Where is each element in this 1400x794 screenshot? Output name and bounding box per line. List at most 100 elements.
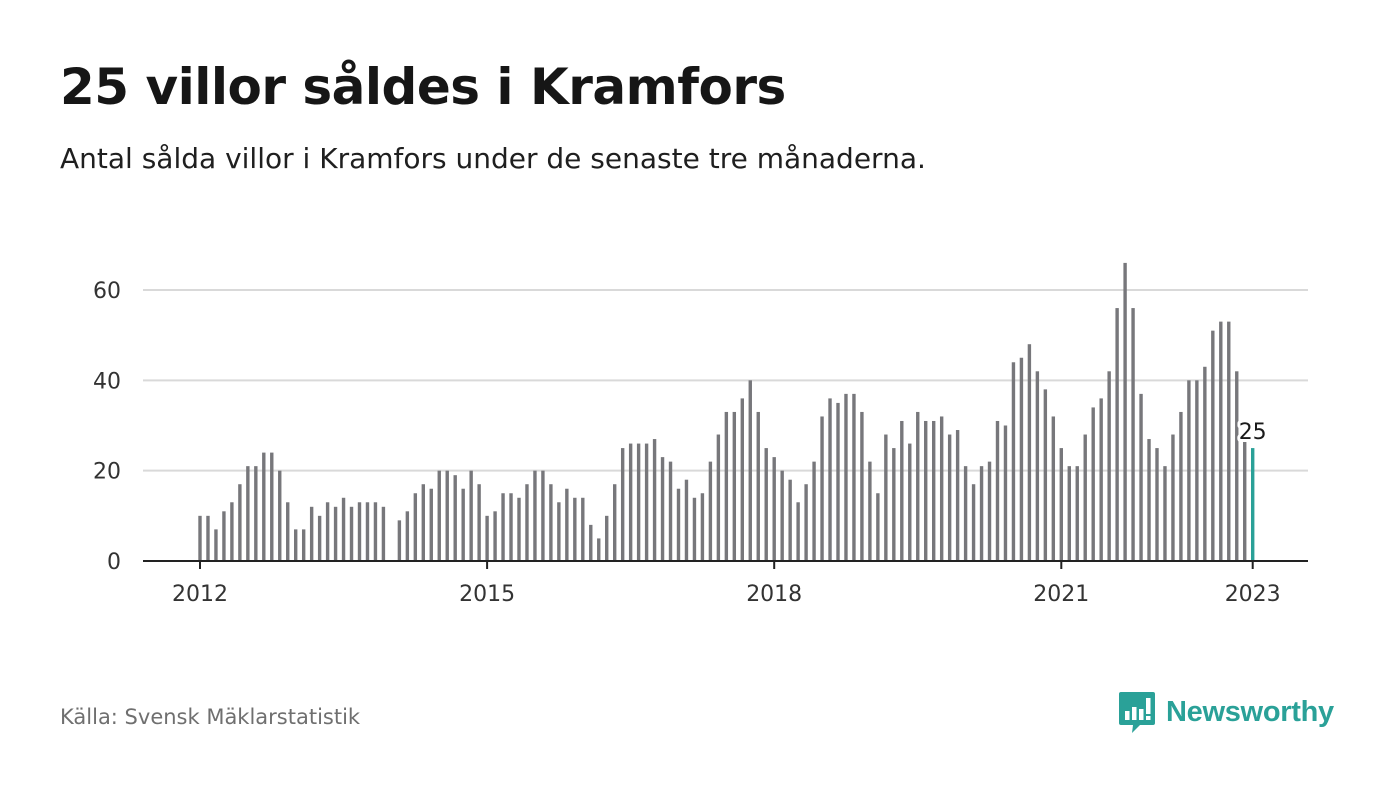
bar	[971, 484, 976, 561]
latest-value-label: 25	[1239, 420, 1267, 445]
bar	[995, 420, 1000, 561]
bar	[286, 502, 290, 561]
bar	[1163, 466, 1167, 561]
bar	[357, 502, 362, 561]
bar	[1203, 366, 1207, 561]
y-tick-label: 40	[93, 369, 121, 394]
bar	[844, 393, 848, 561]
bar	[206, 515, 210, 561]
x-tick-label: 2023	[1225, 582, 1281, 607]
bar	[421, 484, 425, 561]
bar	[716, 434, 721, 561]
bar	[597, 538, 601, 561]
bar	[1107, 371, 1111, 561]
bar	[1155, 448, 1159, 561]
bar	[262, 452, 266, 561]
bar	[373, 502, 378, 561]
bar	[365, 502, 370, 561]
bar	[1027, 344, 1032, 561]
bar	[278, 470, 282, 561]
bar	[916, 411, 920, 561]
bar	[1035, 371, 1040, 561]
source-note: Källa: Svensk Mäklarstatistik	[60, 705, 361, 729]
bars	[198, 262, 1255, 561]
bar	[1083, 434, 1087, 561]
bar-chart-speech-bubble-icon	[1119, 692, 1155, 733]
bar	[780, 470, 784, 561]
bar	[573, 497, 577, 561]
bar	[1131, 308, 1135, 561]
bar	[876, 493, 880, 561]
bar	[1075, 466, 1079, 561]
bar	[493, 511, 497, 561]
bar	[836, 402, 840, 561]
bar	[676, 488, 681, 561]
bar	[1219, 321, 1223, 561]
bar	[517, 497, 521, 561]
bar	[1171, 434, 1175, 561]
bar	[501, 493, 505, 561]
bar	[660, 457, 665, 561]
brand-name: Newsworthy	[1166, 695, 1334, 728]
bar	[644, 443, 649, 561]
bar	[533, 470, 537, 561]
y-tick-label: 60	[93, 279, 121, 304]
bar	[301, 529, 306, 561]
bar	[349, 506, 354, 561]
brand-logo: Newsworthy	[1118, 690, 1334, 734]
bar	[317, 515, 322, 561]
bar	[1043, 389, 1048, 561]
bar	[1227, 321, 1231, 561]
bar	[756, 411, 760, 561]
bar	[605, 515, 609, 561]
bar	[437, 470, 441, 561]
latest-value-halo: 25	[1239, 420, 1267, 445]
bar	[979, 466, 984, 561]
bar	[1011, 362, 1016, 561]
bar	[796, 502, 800, 561]
bar	[1235, 371, 1239, 561]
bar	[453, 475, 457, 561]
bar	[708, 461, 713, 561]
bar	[860, 411, 864, 561]
bar	[214, 529, 218, 561]
bar	[764, 448, 768, 561]
bar	[581, 497, 585, 561]
y-tick-label: 0	[107, 550, 121, 575]
bar	[429, 488, 433, 561]
bar	[668, 461, 673, 561]
bar	[724, 411, 729, 561]
bar	[246, 466, 250, 561]
bar	[1003, 425, 1008, 561]
bar	[987, 461, 992, 561]
bar	[804, 484, 808, 561]
bar-latest	[1251, 448, 1255, 561]
bar	[613, 484, 617, 561]
bar	[1115, 308, 1119, 561]
bar	[1067, 466, 1071, 561]
bar	[852, 393, 856, 561]
bar	[294, 529, 298, 561]
bar	[1211, 330, 1215, 561]
chart-title: 25 villor såldes i Kramfors	[60, 58, 786, 116]
bar	[541, 470, 545, 561]
bar	[684, 479, 689, 561]
bar	[222, 511, 226, 561]
bar	[748, 380, 752, 561]
y-tick-label: 20	[93, 460, 121, 485]
bar	[1195, 380, 1199, 561]
bar	[1019, 357, 1024, 561]
bar	[620, 448, 625, 561]
chart-subtitle: Antal sålda villor i Kramfors under de s…	[60, 142, 926, 175]
bar	[309, 506, 314, 561]
bar	[1187, 380, 1191, 561]
bar	[868, 461, 872, 561]
bar	[628, 443, 633, 561]
bar	[254, 466, 258, 561]
bar	[325, 502, 330, 561]
bar	[469, 470, 473, 561]
bar	[270, 452, 274, 561]
bar	[333, 506, 338, 561]
